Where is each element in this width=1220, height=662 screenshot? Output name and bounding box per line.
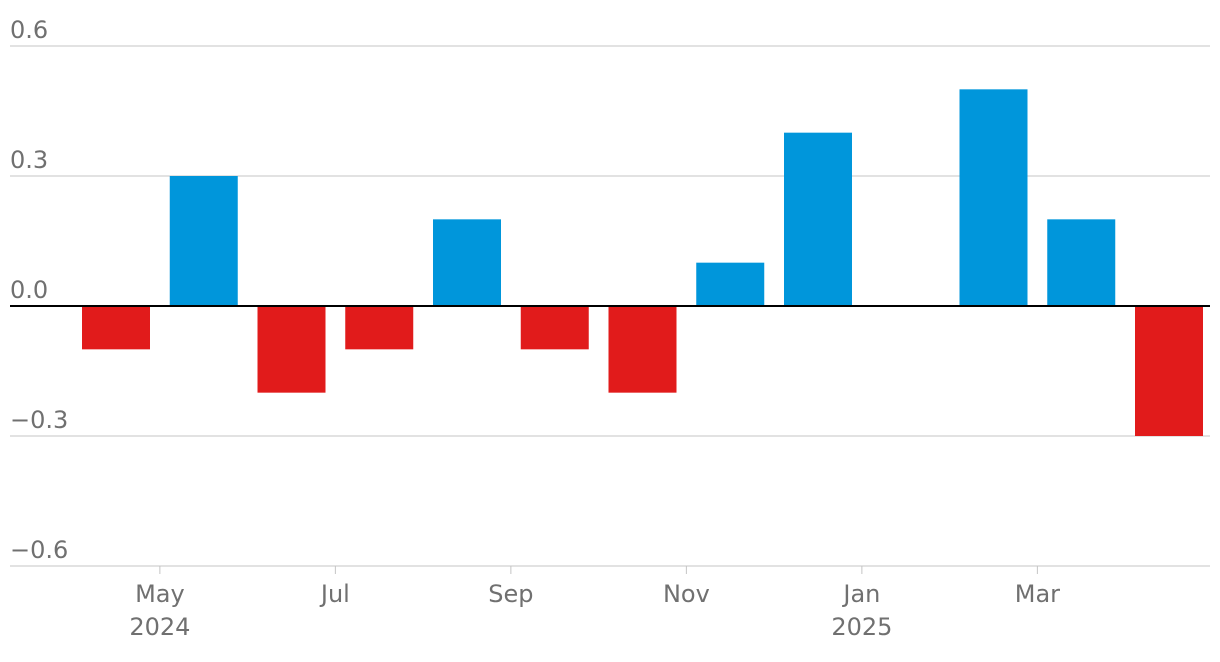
y-tick-label: 0.6 [10,16,48,44]
x-tick-year-label: 2024 [129,613,190,641]
x-tick-label: Jul [319,580,350,608]
y-tick-label: 0.0 [10,276,48,304]
bar-2024-07 [345,306,414,350]
bar-2024-09 [520,306,589,350]
x-tick-label: Sep [488,580,533,608]
bar-2024-04 [82,306,150,350]
y-axis-labels: 0.6 0.3 0.0 −0.3 −0.6 [10,16,68,564]
x-tick-label: Nov [663,580,710,608]
bar-2024-11 [696,262,765,306]
x-tick-year-label: 2025 [831,613,892,641]
y-tick-label: −0.6 [10,536,68,564]
bar-2025-03 [1047,219,1116,306]
bar-2024-08 [433,219,501,306]
bars [82,89,1203,436]
y-tick-label: −0.3 [10,406,68,434]
x-tick-label: May [135,580,185,608]
bar-2024-05 [169,176,238,306]
y-tick-label: 0.3 [10,146,48,174]
bar-2024-06 [257,306,326,393]
x-axis: May 2024 Jul Sep Nov Jan 2025 Mar [10,305,1210,641]
bar-2024-10 [608,306,677,393]
x-tick-label: Mar [1015,580,1060,608]
bar-2024-12 [784,132,852,306]
x-tick-label: Jan [841,580,880,608]
bar-2025-04 [1135,306,1203,436]
bar-2025-02 [959,89,1028,306]
